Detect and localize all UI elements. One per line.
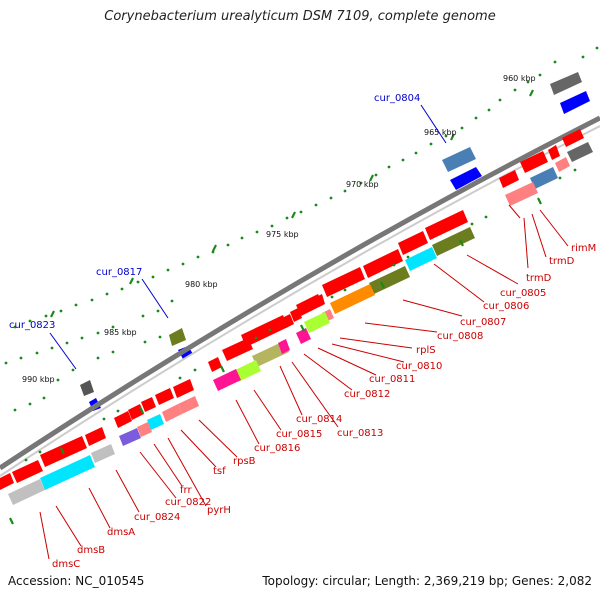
gene-block bbox=[162, 404, 182, 422]
gene-block bbox=[425, 210, 468, 240]
outer-ruler-dots bbox=[4, 46, 599, 412]
gene-block bbox=[562, 129, 584, 147]
gene-block bbox=[0, 473, 14, 490]
gene-block bbox=[147, 414, 164, 430]
gene-label: cur_0804 bbox=[374, 93, 420, 104]
gene-block bbox=[560, 91, 590, 114]
ruler-label: 990 kbp bbox=[22, 375, 55, 384]
ruler-label: 975 kbp bbox=[266, 230, 299, 239]
gene-block bbox=[169, 328, 186, 346]
gene-block bbox=[173, 379, 194, 398]
gene-block bbox=[322, 267, 365, 297]
ruler-label: 980 kbp bbox=[185, 280, 218, 289]
inner-gene-labels: rimM trmD trmD cur_0805 cur_0806 cur_080… bbox=[39, 204, 596, 570]
gene-block bbox=[296, 328, 311, 344]
map-title: Corynebacterium urealyticum DSM 7109, co… bbox=[104, 9, 496, 24]
gene-block bbox=[567, 142, 593, 162]
gene-block bbox=[330, 284, 375, 314]
gene-label: cur_0805 bbox=[500, 288, 546, 299]
gene-block bbox=[369, 266, 410, 294]
gene-block bbox=[155, 388, 174, 405]
gene-label: frr bbox=[180, 485, 192, 496]
gene-label: cur_0813 bbox=[337, 428, 383, 439]
ruler-label: 965 kbp bbox=[424, 128, 457, 137]
ruler-label: 960 kbp bbox=[503, 74, 536, 83]
gene-block bbox=[141, 397, 156, 412]
gene-block bbox=[178, 396, 199, 414]
gene-label: rplS bbox=[416, 345, 436, 356]
gene-block bbox=[208, 357, 222, 372]
gene-block bbox=[233, 360, 261, 382]
accession-text: Accession: NC_010545 bbox=[8, 574, 145, 588]
outer-gene-labels: cur_0804 cur_0817 cur_0823 bbox=[9, 93, 447, 370]
gene-label: trmD bbox=[526, 273, 552, 284]
gene-block bbox=[304, 312, 330, 333]
gene-label: cur_0824 bbox=[134, 512, 180, 523]
gene-label: cur_0823 bbox=[9, 320, 55, 331]
gene-block bbox=[442, 147, 476, 172]
gene-label: dmsA bbox=[107, 527, 135, 538]
gene-block bbox=[80, 380, 94, 396]
inner-ruler-dots bbox=[24, 168, 577, 462]
gene-block bbox=[278, 339, 290, 354]
gene-block bbox=[222, 338, 253, 361]
gene-label: cur_0807 bbox=[460, 317, 506, 328]
gene-block bbox=[398, 231, 428, 255]
gene-label: trmD bbox=[549, 256, 575, 267]
gene-label: cur_0815 bbox=[276, 429, 322, 440]
gene-label: cur_0817 bbox=[96, 267, 142, 278]
ruler-label: 970 kbp bbox=[346, 180, 379, 189]
inner-strand-genes bbox=[0, 129, 593, 505]
ruler-major-ticks bbox=[50, 89, 534, 318]
topology-text: Topology: circular; Length: 2,369,219 bp… bbox=[262, 574, 592, 588]
gene-block bbox=[555, 157, 570, 172]
gene-block bbox=[405, 247, 437, 271]
gene-label: pyrH bbox=[207, 505, 231, 516]
gene-block bbox=[450, 167, 482, 190]
gene-block bbox=[290, 308, 302, 322]
gene-block bbox=[85, 427, 106, 446]
gene-label: cur_0811 bbox=[369, 374, 415, 385]
gene-block bbox=[548, 145, 560, 160]
gene-label: dmsB bbox=[77, 545, 105, 556]
outer-strand-genes bbox=[80, 72, 590, 411]
gene-label: rimM bbox=[571, 243, 596, 254]
gene-block bbox=[432, 227, 475, 256]
gene-label: cur_0814 bbox=[296, 414, 342, 425]
gene-block bbox=[363, 249, 403, 278]
gene-block bbox=[550, 72, 582, 95]
gene-block bbox=[241, 315, 288, 347]
gene-block bbox=[119, 428, 141, 446]
gene-block bbox=[8, 479, 45, 505]
gene-label: cur_0810 bbox=[396, 361, 442, 372]
gene-block bbox=[40, 455, 95, 490]
gene-block bbox=[505, 182, 538, 206]
gene-block bbox=[296, 294, 323, 316]
gene-label: cur_0816 bbox=[254, 443, 300, 454]
gene-block bbox=[530, 167, 558, 189]
gene-label: cur_0808 bbox=[437, 331, 483, 342]
gene-label: dmsC bbox=[52, 559, 80, 570]
gene-block bbox=[213, 369, 241, 391]
gene-label: tsf bbox=[213, 466, 226, 477]
gene-block bbox=[137, 422, 152, 437]
gene-label: cur_0806 bbox=[483, 301, 529, 312]
inner-ruler-ticks bbox=[9, 197, 542, 525]
gene-block bbox=[520, 151, 548, 173]
ruler-labels: 960 kbp 965 kbp 970 kbp 975 kbp 980 kbp … bbox=[22, 74, 536, 384]
gene-label: cur_0812 bbox=[344, 389, 390, 400]
gene-block bbox=[12, 460, 43, 483]
gene-label: cur_0822 bbox=[165, 497, 211, 508]
gene-block bbox=[499, 170, 519, 188]
gene-block bbox=[91, 444, 115, 463]
ruler-label: 985 kbp bbox=[104, 328, 137, 337]
gene-block bbox=[114, 411, 132, 428]
gene-label: rpsB bbox=[233, 456, 256, 467]
